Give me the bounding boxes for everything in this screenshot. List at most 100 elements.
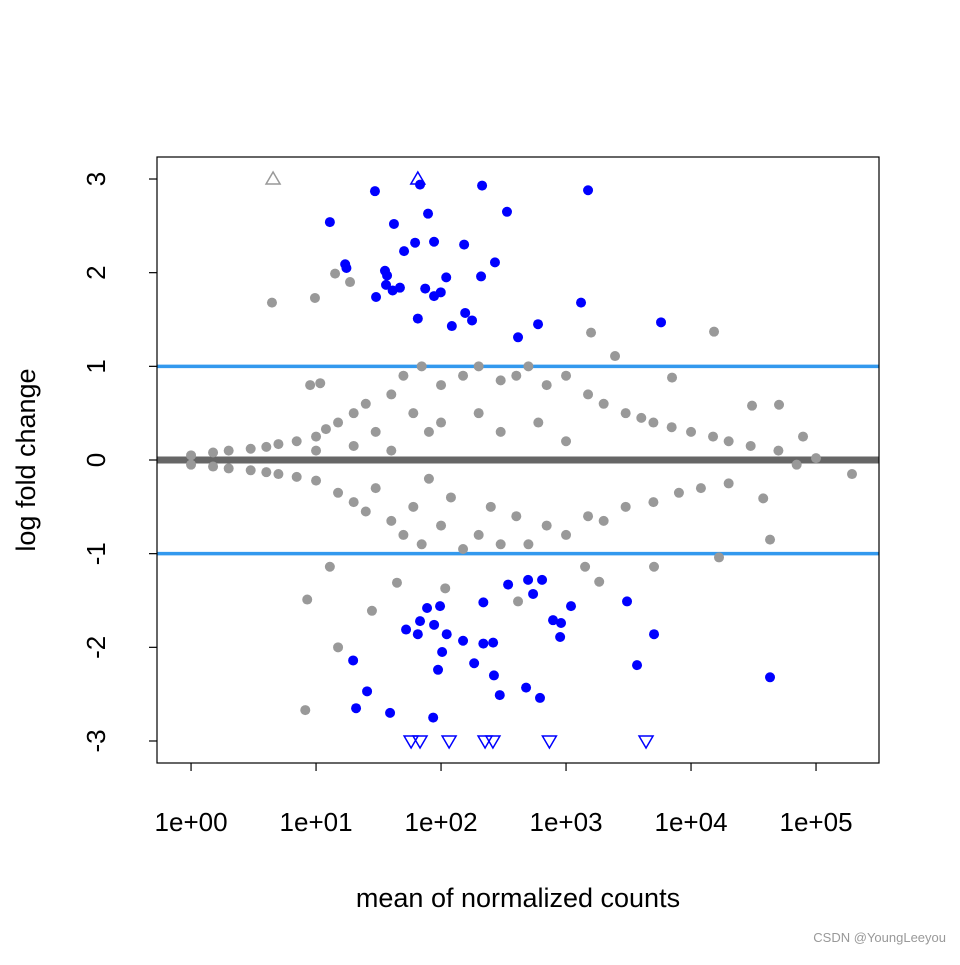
point <box>333 417 344 428</box>
point <box>302 594 313 605</box>
point <box>541 520 552 531</box>
point <box>478 597 489 608</box>
point <box>348 408 359 419</box>
point <box>723 436 734 447</box>
point <box>620 408 631 419</box>
point <box>535 692 546 703</box>
point <box>791 459 802 470</box>
x-tick-label: 1e+03 <box>530 807 603 837</box>
point <box>467 315 478 326</box>
point <box>401 624 412 635</box>
point <box>460 307 471 318</box>
y-tick-label: 0 <box>81 453 111 467</box>
x-tick-label: 1e+04 <box>655 807 728 837</box>
point <box>723 478 734 489</box>
point <box>537 574 548 585</box>
plot-area <box>157 179 879 723</box>
y-tick-label: -1 <box>81 542 111 565</box>
point <box>360 398 371 409</box>
point <box>648 497 659 508</box>
point <box>382 270 393 281</box>
y-axis-label: log fold change <box>11 368 41 551</box>
point <box>429 236 440 247</box>
point <box>513 596 524 607</box>
point <box>208 447 219 458</box>
point <box>420 283 431 294</box>
point <box>311 475 322 486</box>
point <box>765 534 776 545</box>
point <box>445 492 456 503</box>
point <box>381 279 392 290</box>
point <box>341 262 352 273</box>
y-tick-label: 2 <box>81 265 111 279</box>
point <box>649 561 660 572</box>
point <box>333 487 344 498</box>
point <box>473 408 484 419</box>
point <box>745 440 756 451</box>
point <box>648 417 659 428</box>
point <box>533 417 544 428</box>
point <box>523 539 534 550</box>
point <box>513 332 524 343</box>
point <box>422 602 433 613</box>
clipped-point <box>637 735 655 750</box>
x-tick-label: 1e+01 <box>280 807 353 837</box>
point <box>433 664 444 675</box>
point <box>309 292 320 303</box>
point <box>511 370 522 381</box>
point <box>429 619 440 630</box>
point <box>541 380 552 391</box>
point <box>394 282 405 293</box>
point <box>291 471 302 482</box>
point <box>610 351 621 362</box>
point <box>476 271 487 282</box>
point <box>261 441 272 452</box>
point <box>495 539 506 550</box>
clipped-point <box>484 735 502 750</box>
point <box>385 707 396 718</box>
point <box>583 389 594 400</box>
point <box>408 408 419 419</box>
point <box>533 319 544 330</box>
point <box>503 579 514 590</box>
point <box>416 539 427 550</box>
point <box>583 185 594 196</box>
point <box>528 588 539 599</box>
point <box>273 469 284 480</box>
clipped-point <box>440 735 458 750</box>
point <box>561 370 572 381</box>
point <box>416 361 427 372</box>
point <box>437 647 448 658</box>
point <box>369 186 380 197</box>
point <box>398 370 409 381</box>
point <box>436 520 447 531</box>
point <box>398 529 409 540</box>
point <box>366 605 377 616</box>
clipped-point <box>411 735 429 750</box>
point <box>435 601 446 612</box>
x-axis-label: mean of normalized counts <box>356 883 680 913</box>
y-tick-label: 1 <box>81 359 111 373</box>
point <box>561 529 572 540</box>
point <box>747 400 758 411</box>
point <box>488 670 499 681</box>
point <box>798 431 809 442</box>
point <box>473 361 484 372</box>
point <box>586 327 597 338</box>
point <box>773 445 784 456</box>
point <box>311 431 322 442</box>
point <box>305 380 316 391</box>
point <box>494 690 505 701</box>
point <box>478 638 489 649</box>
point <box>266 297 277 308</box>
point <box>458 635 469 646</box>
point <box>423 473 434 484</box>
point <box>223 463 234 474</box>
point <box>847 469 858 480</box>
point <box>408 501 419 512</box>
point <box>686 426 697 437</box>
point <box>709 326 720 337</box>
point <box>441 629 452 640</box>
point <box>521 682 532 693</box>
